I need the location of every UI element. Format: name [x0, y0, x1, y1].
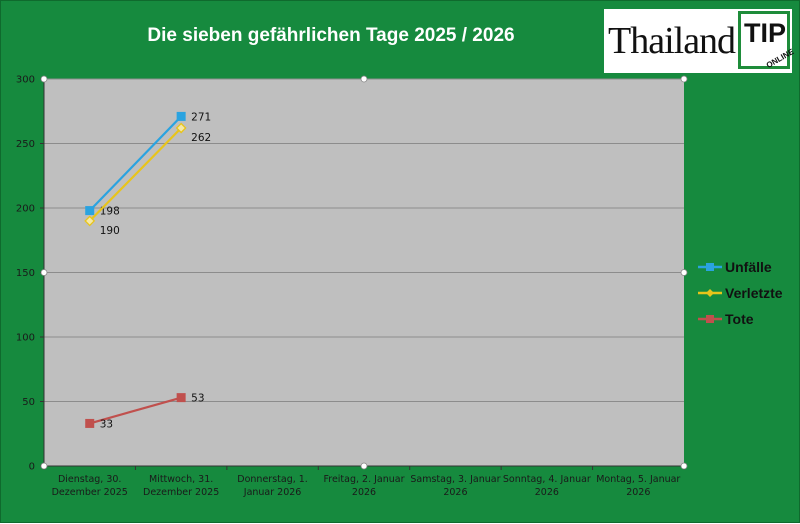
x-tick-label: Dienstag, 30. Dezember 2025	[52, 474, 128, 498]
logo-online-text: ONLINE	[764, 47, 796, 70]
legend-label-verletzte: Verletzte	[725, 285, 783, 301]
series-line-tote	[89, 396, 182, 425]
series-line-unf-lle	[88, 115, 182, 212]
plot-resize-handle	[360, 462, 368, 470]
data-label-unf-lle: 198	[100, 206, 120, 218]
data-label-unf-lle: 271	[191, 111, 211, 123]
y-tick-label: 200	[16, 204, 35, 215]
y-tick-label: 50	[22, 397, 35, 408]
logo-tip-text: TIP	[743, 18, 786, 48]
x-tick-label: Sonntag, 4. Januar 2026	[503, 474, 591, 498]
data-point-tote	[85, 418, 95, 428]
plot-resize-handle	[40, 269, 48, 276]
plot-resize-handle	[40, 75, 48, 83]
data-point-verletzte	[84, 215, 96, 227]
plot-resize-handle	[680, 75, 688, 83]
chart-title: Die sieben gefährlichen Tage 2025 / 2026	[147, 25, 515, 46]
legend-label-tote: Tote	[725, 311, 754, 327]
x-tick-label: Samstag, 3. Januar 2026	[410, 474, 500, 498]
data-point-unf-lle	[85, 206, 95, 216]
plot-resize-handle	[680, 269, 688, 276]
logo-tip-box: TIP ONLINE	[738, 11, 795, 70]
y-tick-label: 150	[16, 268, 35, 279]
y-tick-label: 250	[16, 139, 35, 150]
plot-resize-handle	[680, 462, 688, 470]
thailand-tip-logo: Thailand TIP ONLINE	[604, 9, 795, 73]
x-tick-label: Freitag, 2. Januar 2026	[323, 474, 404, 498]
data-label-verletzte: 262	[191, 132, 211, 144]
data-label-tote: 33	[100, 418, 113, 430]
legend-label-unf-lle: Unfälle	[725, 259, 772, 275]
plot-resize-handle	[40, 462, 48, 470]
plot-resize-handle	[360, 75, 368, 83]
legend-marker-tote	[706, 315, 714, 323]
data-point-verletzte	[175, 122, 187, 134]
series-line-verletzte	[88, 127, 182, 222]
y-tick-label: 100	[16, 333, 35, 344]
x-tick-label: Mittwoch, 31. Dezember 2025	[143, 474, 219, 498]
y-tick-label: 0	[29, 462, 35, 473]
data-point-unf-lle	[176, 111, 186, 121]
x-tick-label: Montag, 5. Januar 2026	[596, 474, 680, 498]
data-label-verletzte: 190	[100, 225, 120, 237]
data-label-tote: 53	[191, 393, 204, 405]
y-tick-label: 300	[16, 75, 35, 86]
logo-wordmark: Thailand	[608, 20, 736, 62]
legend-marker-unf-lle	[706, 263, 714, 271]
data-point-tote	[176, 393, 186, 403]
x-tick-label: Donnerstag, 1. Januar 2026	[237, 474, 308, 498]
legend-marker-verletzte	[706, 289, 714, 297]
